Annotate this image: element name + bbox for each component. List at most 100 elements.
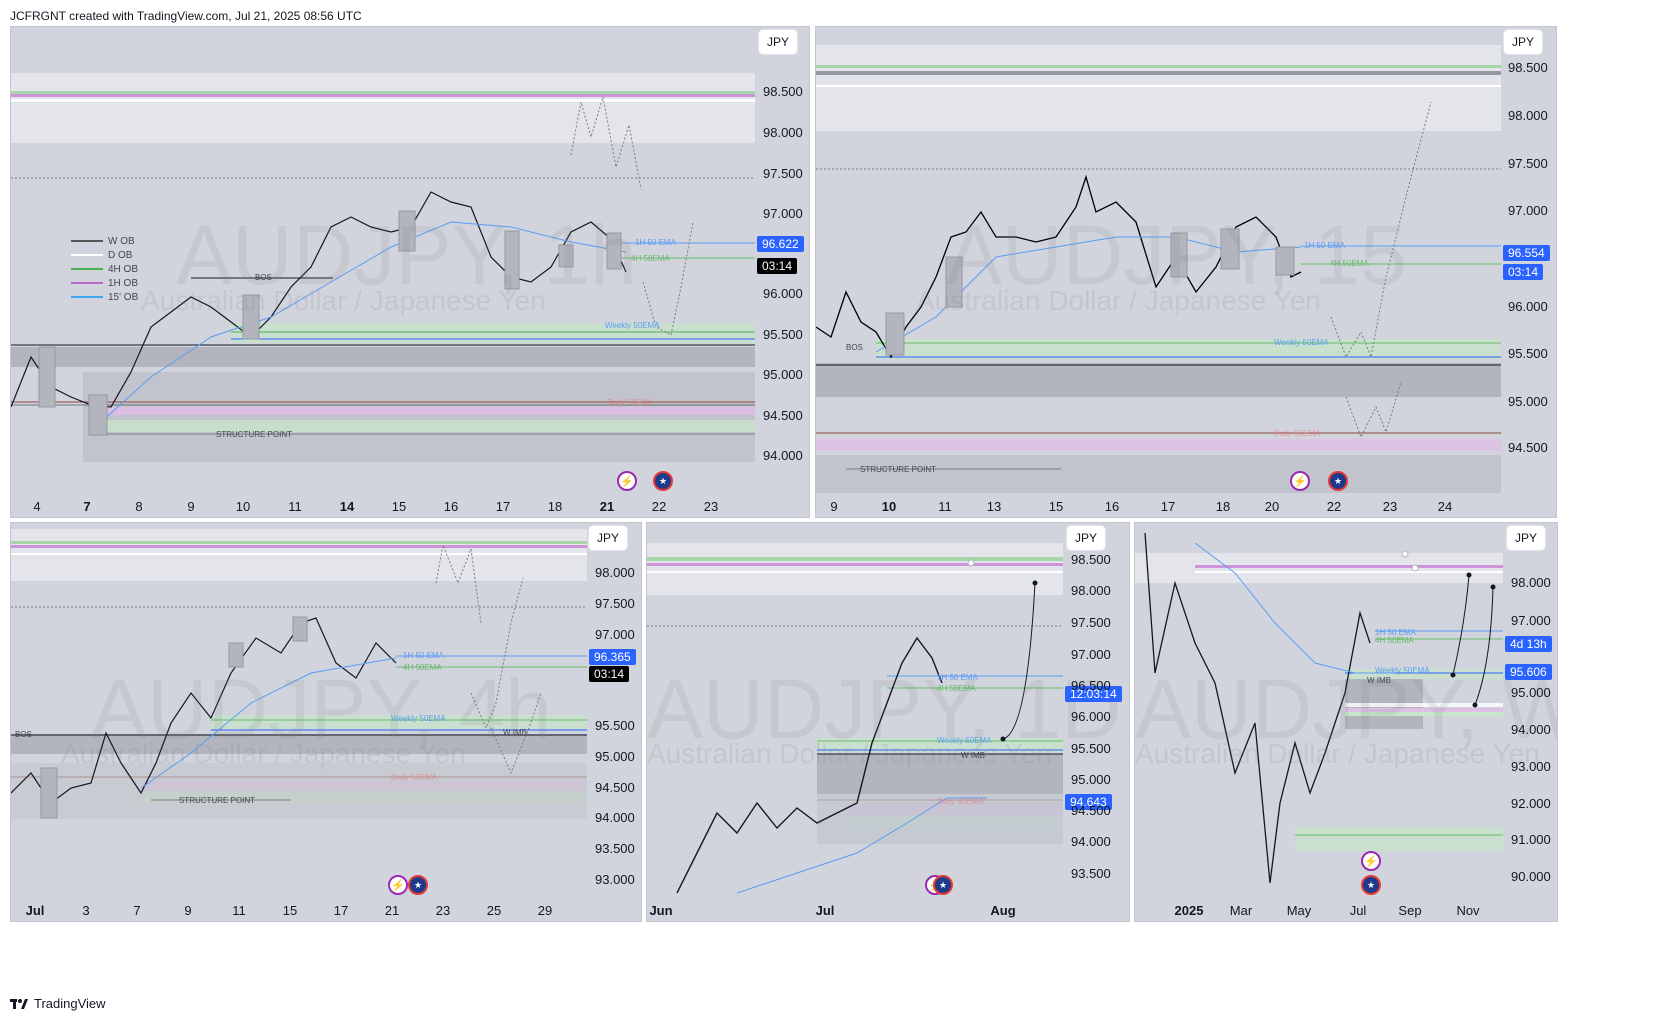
- australia-flag-icon[interactable]: ★: [1361, 875, 1381, 895]
- brand-name: TradingView: [34, 996, 106, 1011]
- y-tick: 95.000: [1508, 394, 1548, 409]
- chart-panel-weekly[interactable]: AUDJPY, W Australian Dollar / Japanese Y…: [1134, 522, 1558, 922]
- currency-label: JPY: [1067, 526, 1106, 550]
- symbol-subtitle: Australian Dollar / Japanese Yen: [141, 285, 546, 316]
- chart-panel-1h[interactable]: AUDJPY, 1h Australian Dollar / Japanese …: [10, 26, 810, 518]
- ema-4h-label: 4H 50EMA: [1330, 259, 1369, 268]
- legend-item-d-ob: D OB: [71, 248, 138, 262]
- y-tick: 96.000: [1508, 299, 1548, 314]
- w-imb-label: W IMB: [1367, 676, 1391, 685]
- y-tick: 97.000: [763, 206, 803, 221]
- price-chart-1h[interactable]: [11, 27, 810, 518]
- daily-ema-label: Daily 50EMA: [391, 773, 438, 782]
- y-tick: 97.500: [1071, 615, 1111, 630]
- w-imb-label: W IMB: [503, 728, 527, 737]
- tradingview-logo[interactable]: TradingView: [10, 996, 106, 1011]
- legend-item-4h-ob: 4H OB: [71, 262, 138, 276]
- y-tick: 97.500: [595, 596, 635, 611]
- price-chart-4h[interactable]: [11, 523, 642, 922]
- y-tick: 98.000: [1071, 583, 1111, 598]
- last-price-tag: 96.622: [757, 236, 804, 252]
- y-tick: 95.500: [1508, 346, 1548, 361]
- y-tick: 97.000: [1508, 203, 1548, 218]
- lightning-icon[interactable]: ⚡: [617, 471, 637, 491]
- chart-attribution: JCFRGNT created with TradingView.com, Ju…: [10, 9, 362, 23]
- bos-label: BOS: [15, 730, 32, 739]
- symbol-subtitle: Australian Dollar / Japanese Yen: [647, 738, 1052, 769]
- currency-label: JPY: [1507, 526, 1546, 550]
- symbol-subtitle: Australian Dollar / Japanese Yen: [61, 738, 466, 769]
- chart-panel-1d[interactable]: AUDJPY, 1D Australian Dollar / Japanese …: [646, 522, 1130, 922]
- y-tick: 96.500: [1071, 678, 1111, 693]
- legend-item-1h-ob: 1H OB: [71, 276, 138, 290]
- y-tick: 95.000: [595, 749, 635, 764]
- australia-flag-icon[interactable]: ★: [933, 875, 953, 895]
- y-tick: 95.500: [595, 718, 635, 733]
- y-tick: 95.500: [763, 327, 803, 342]
- price-chart-1d[interactable]: [647, 523, 1130, 922]
- y-tick: 96.000: [1071, 709, 1111, 724]
- y-tick: 98.000: [595, 565, 635, 580]
- y-tick: 98.500: [763, 84, 803, 99]
- ema-1h-label: 1H 50 EMA: [1304, 241, 1345, 250]
- y-tick: 98.000: [763, 125, 803, 140]
- last-price-tag: 94.643: [1065, 794, 1112, 810]
- currency-label: JPY: [589, 526, 628, 550]
- weekly-ema-label: Weekly 50EMA: [937, 736, 992, 745]
- y-tick: 95.500: [1071, 741, 1111, 756]
- w-imb-label: W IMB: [961, 751, 985, 760]
- lightning-icon[interactable]: ⚡: [1361, 851, 1381, 871]
- y-tick: 94.000: [763, 448, 803, 463]
- y-tick: 94.000: [1071, 834, 1111, 849]
- bar-timer-tag: 03:14: [1503, 264, 1544, 280]
- symbol-subtitle: Australian Dollar / Japanese Yen: [1135, 738, 1540, 769]
- symbol-watermark: AUDJPY, 1D: [647, 662, 1122, 756]
- australia-flag-icon[interactable]: ★: [1328, 471, 1348, 491]
- lightning-icon[interactable]: ⚡: [388, 875, 408, 895]
- currency-label: JPY: [759, 30, 798, 54]
- y-tick: 91.000: [1511, 832, 1551, 847]
- y-tick: 98.500: [1071, 552, 1111, 567]
- daily-ema-label: Daily 50EMA: [607, 398, 654, 407]
- y-tick: 98.000: [1511, 575, 1551, 590]
- bos-label: BOS: [255, 273, 272, 282]
- y-tick: 97.000: [1071, 647, 1111, 662]
- price-chart-15m[interactable]: [816, 27, 1557, 518]
- y-tick: 98.500: [1508, 60, 1548, 75]
- chart-panel-15m[interactable]: AUDJPY, 15 Australian Dollar / Japanese …: [815, 26, 1557, 518]
- y-tick: 96.000: [763, 286, 803, 301]
- bar-timer-tag: 03:14: [757, 258, 798, 274]
- symbol-subtitle: Australian Dollar / Japanese Yen: [916, 285, 1321, 316]
- bar-timer-tag: 03:14: [589, 666, 630, 682]
- y-tick: 94.000: [1511, 722, 1551, 737]
- daily-ema-label: Daily 50EMA: [937, 797, 984, 806]
- bar-timer-tag: 12:03:14: [1065, 686, 1122, 702]
- ema-1h-label: 1H 50 EMA: [403, 651, 444, 660]
- y-tick: 95.000: [763, 367, 803, 382]
- y-tick: 94.000: [595, 810, 635, 825]
- y-tick: 94.500: [595, 780, 635, 795]
- y-tick: 98.000: [1508, 108, 1548, 123]
- symbol-watermark: AUDJPY, 4h: [91, 662, 552, 756]
- y-tick: 97.500: [1508, 156, 1548, 171]
- structure-point-label: STRUCTURE POINT: [179, 796, 255, 805]
- lightning-icon[interactable]: ⚡: [1290, 471, 1310, 491]
- bos-label: BOS: [846, 343, 863, 352]
- weekly-ema-label: Weekly 50EMA: [1375, 666, 1430, 675]
- structure-point-label: STRUCTURE POINT: [860, 465, 936, 474]
- chart-panel-4h[interactable]: AUDJPY, 4h Australian Dollar / Japanese …: [10, 522, 642, 922]
- legend-item-15m-ob: 15' OB: [71, 290, 138, 304]
- y-tick: 94.500: [1508, 440, 1548, 455]
- y-tick: 93.000: [595, 872, 635, 887]
- weekly-ema-label: Weekly 50EMA: [391, 714, 446, 723]
- tradingview-icon: [10, 998, 28, 1009]
- daily-ema-label: Daily 50EMA: [1274, 429, 1321, 438]
- price-chart-weekly[interactable]: [1135, 523, 1558, 922]
- y-tick: 93.500: [1071, 866, 1111, 881]
- australia-flag-icon[interactable]: ★: [653, 471, 673, 491]
- australia-flag-icon[interactable]: ★: [408, 875, 428, 895]
- last-price-tag: 96.365: [589, 649, 636, 665]
- ema-4h-label: 4H 50EMA: [403, 663, 442, 672]
- y-tick: 95.000: [1071, 772, 1111, 787]
- bar-timer-tag: 4d 13h: [1505, 636, 1552, 652]
